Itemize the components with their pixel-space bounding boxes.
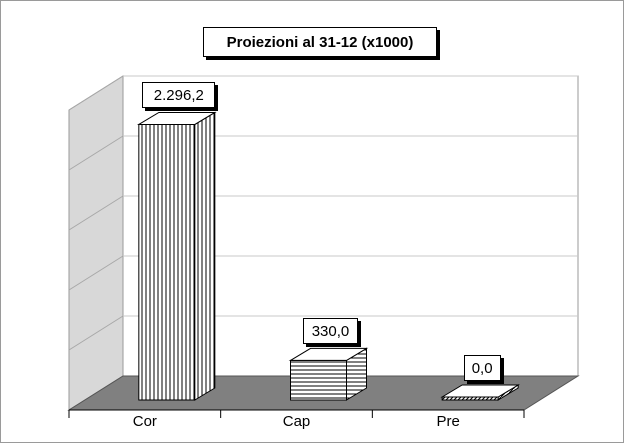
bar-cap-front <box>290 359 347 401</box>
category-label-cor: Cor <box>132 413 157 430</box>
category-label-pre: Pre <box>436 413 460 430</box>
bar-cor-side <box>194 111 216 401</box>
chart-title: Proiezioni al 31-12 (x1000) <box>203 27 437 57</box>
gridline-side <box>68 135 124 171</box>
category-label-cap: Cap <box>282 413 311 430</box>
bar-cor-front <box>138 123 196 401</box>
data-label-cor: 2.296,2 <box>142 82 216 109</box>
bar-pre-top <box>440 384 520 398</box>
data-label-cap: 330,0 <box>303 318 358 345</box>
x-axis <box>68 409 525 418</box>
bar-cor-top <box>137 111 217 125</box>
gridline-side <box>68 255 124 291</box>
chart-bars <box>137 111 520 401</box>
data-label-pre: 0,0 <box>463 355 501 381</box>
side-wall <box>68 75 124 411</box>
gridline-side <box>68 315 124 351</box>
bar-cap-top <box>288 347 369 361</box>
gridline-side <box>68 195 124 231</box>
gridline-side <box>68 75 124 111</box>
